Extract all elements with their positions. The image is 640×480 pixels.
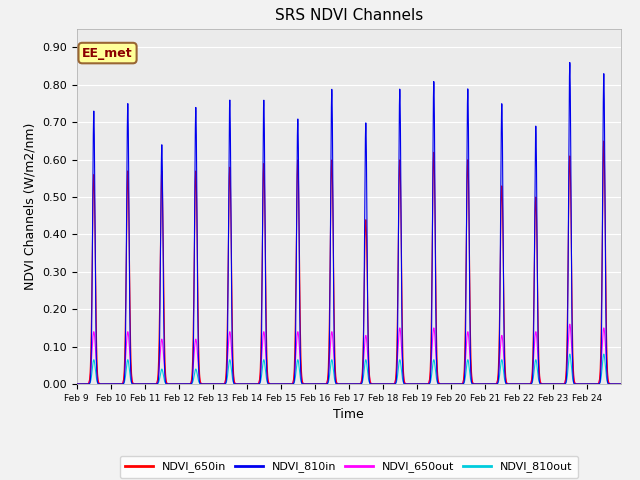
Legend: NDVI_650in, NDVI_810in, NDVI_650out, NDVI_810out: NDVI_650in, NDVI_810in, NDVI_650out, NDV… — [120, 456, 578, 478]
Title: SRS NDVI Channels: SRS NDVI Channels — [275, 9, 423, 24]
Text: EE_met: EE_met — [82, 47, 133, 60]
X-axis label: Time: Time — [333, 408, 364, 421]
Y-axis label: NDVI Channels (W/m2/nm): NDVI Channels (W/m2/nm) — [24, 123, 36, 290]
